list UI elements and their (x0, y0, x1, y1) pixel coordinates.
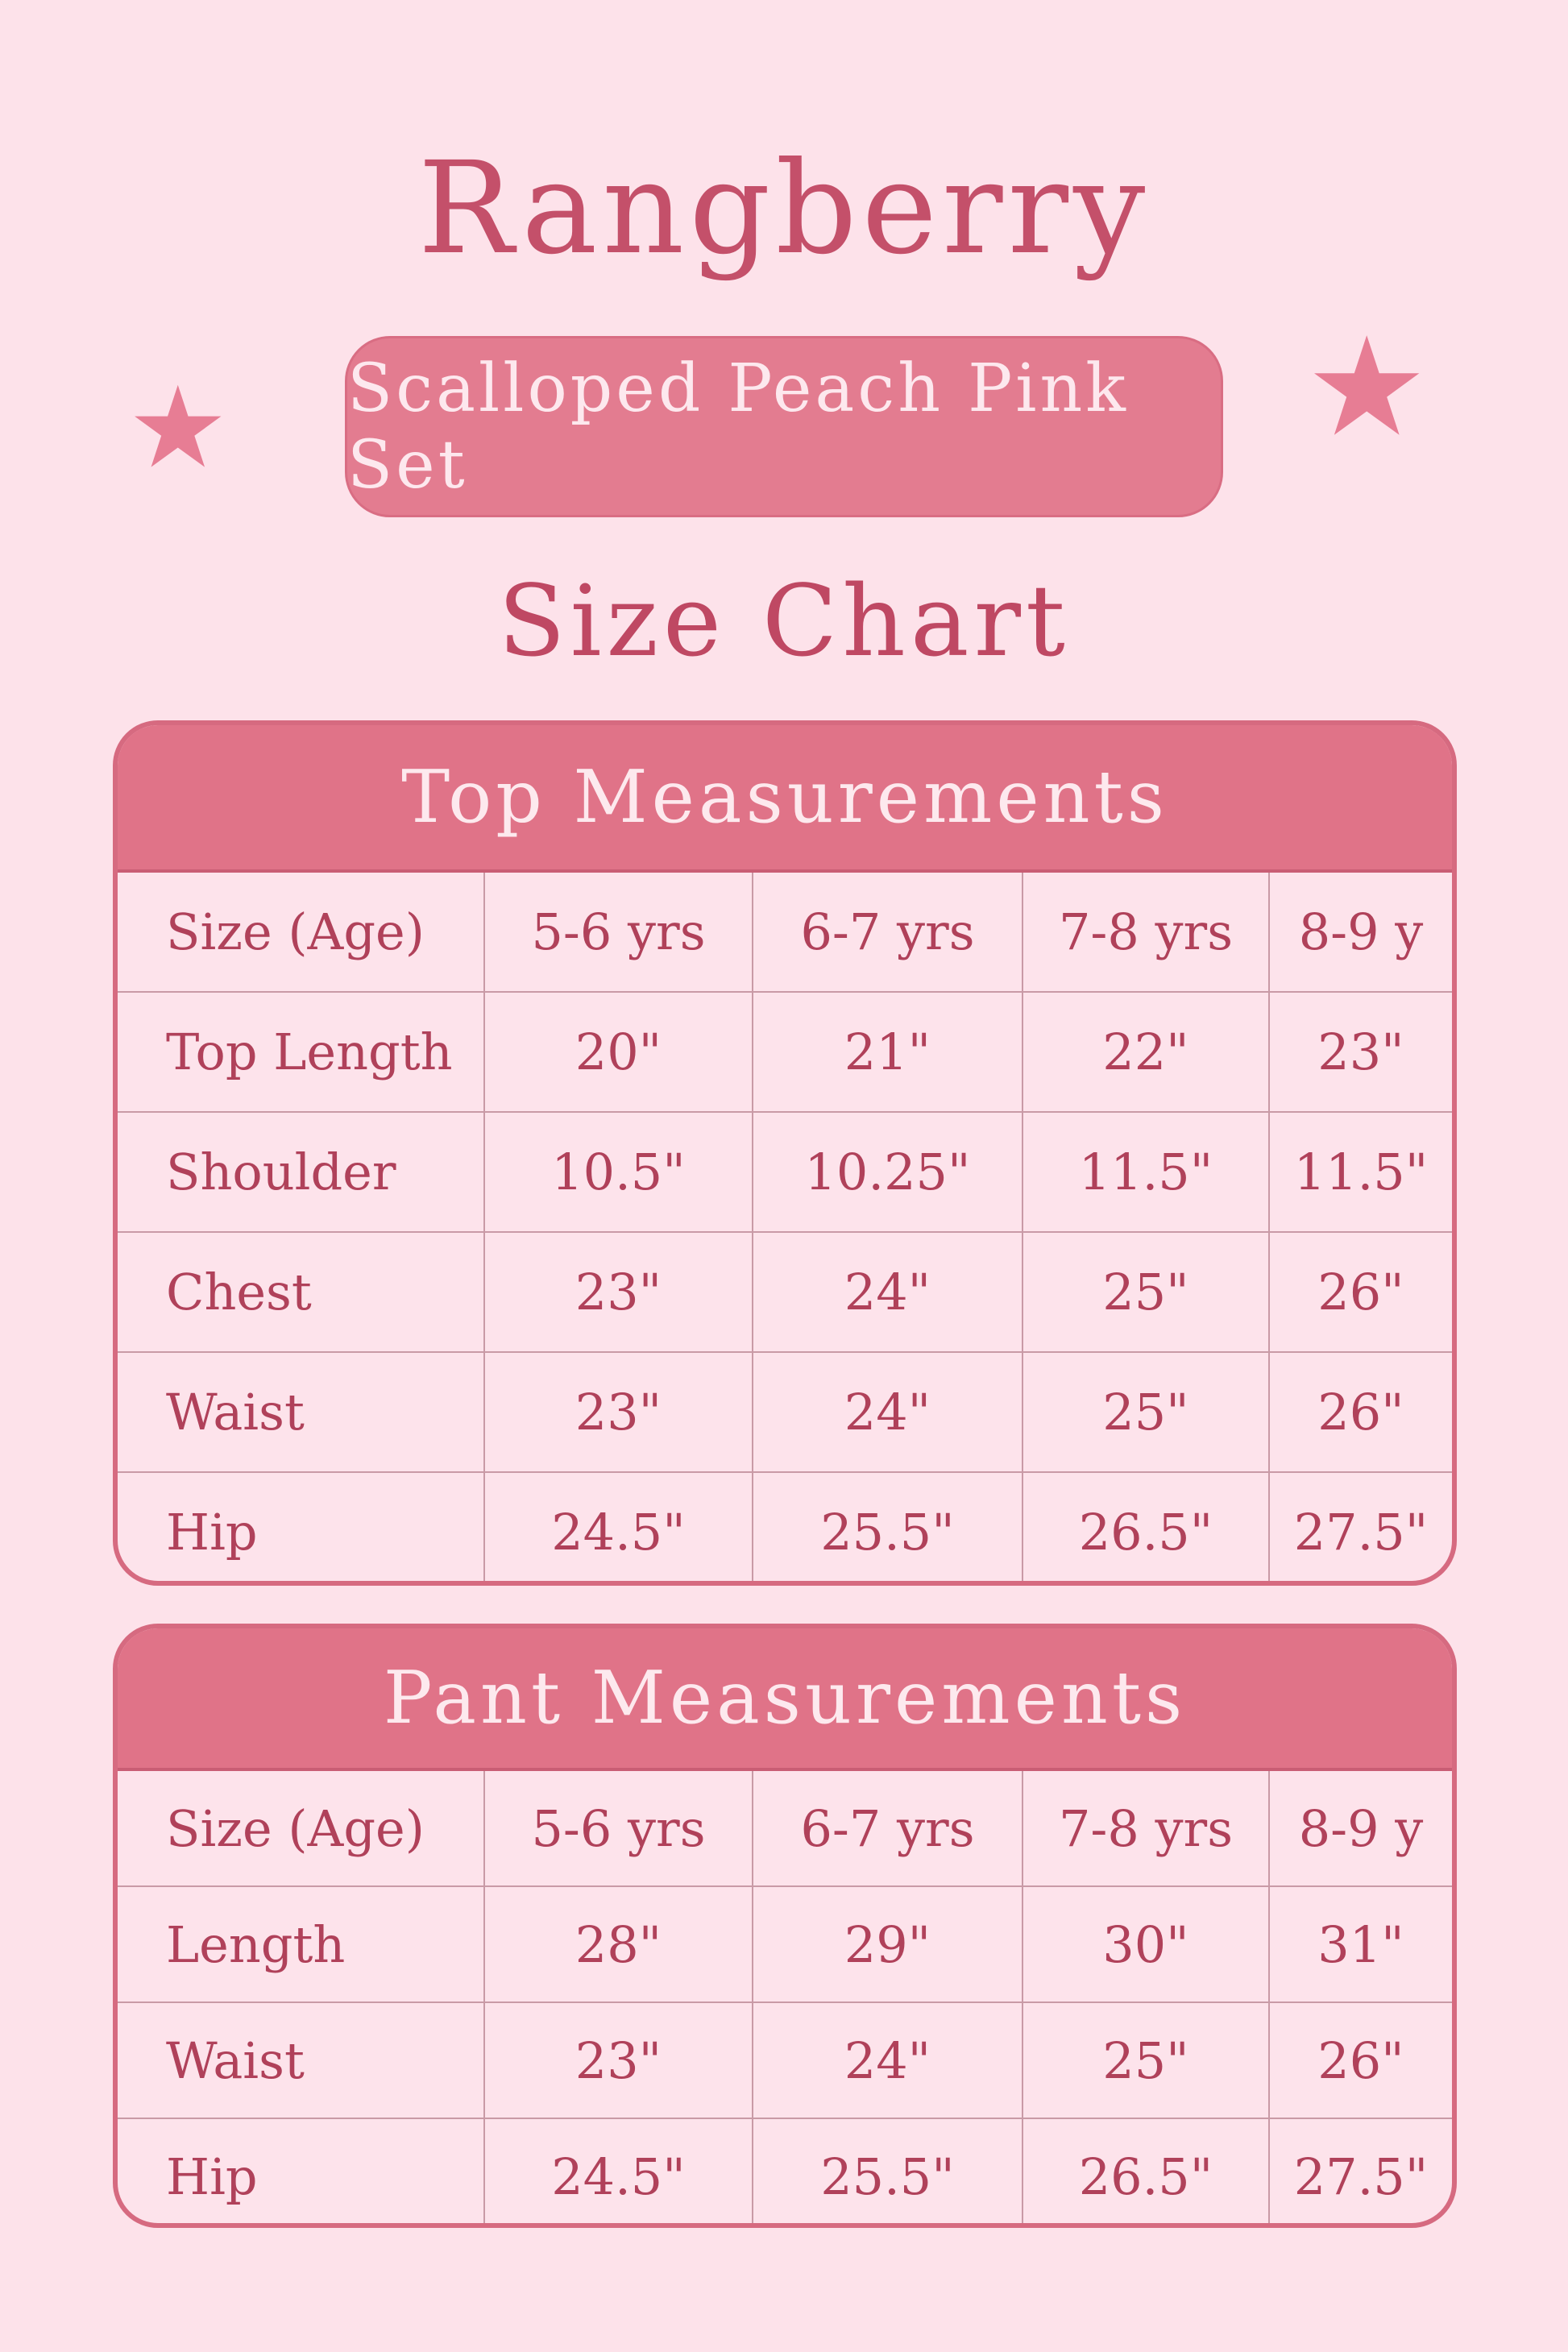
table-cell: 23" (1317, 1023, 1404, 1081)
table-title: Pant Measurements (118, 1628, 1452, 1771)
row-label: Chest (118, 1233, 485, 1351)
row-label: Size (Age) (118, 1771, 485, 1885)
pant-measurements-table: Pant Measurements Size (Age) 5-6 yrs 6-7 y… (113, 1624, 1457, 2228)
table-cell: 26.5" (1023, 2119, 1270, 2223)
table-cell: 22" (1023, 993, 1270, 1111)
table-cell: 25" (1023, 1353, 1270, 1471)
table-cell: 28" (485, 1887, 753, 2001)
table-row: Waist 23" 24" 25" 26" (118, 1353, 1452, 1473)
table-cell: 10.5" (485, 1113, 753, 1231)
table-cell: 24.5" (485, 1473, 753, 1581)
column-header: 7-8 yrs (1023, 1771, 1270, 1885)
column-header: 6-7 yrs (753, 1771, 1023, 1885)
row-label: Waist (118, 2003, 485, 2118)
table-header-row: Size (Age) 5-6 yrs 6-7 yrs 7-8 yrs 8-9 y (118, 873, 1452, 993)
row-label: Length (118, 1887, 485, 2001)
product-name: Scalloped Peach Pink Set (347, 350, 1129, 504)
table-row: Chest 23" 24" 25" 26" (118, 1233, 1452, 1353)
table-cell: 27.5" (1293, 2147, 1429, 2206)
table-cell: 31" (1317, 1914, 1404, 1974)
table-cell: 25.5" (753, 1473, 1023, 1581)
top-measurements-table: Top Measurements Size (Age) 5-6 yrs 6-7 yr… (113, 720, 1457, 1586)
column-header: 8-9 y (1298, 1798, 1424, 1858)
table-cell: 23" (485, 1233, 753, 1351)
table-cell: 29" (753, 1887, 1023, 2001)
table-cell: 26" (1317, 1263, 1404, 1321)
table-cell: 24" (753, 1233, 1023, 1351)
table-cell: 25" (1023, 1233, 1270, 1351)
table-cell: 11.5" (1293, 1143, 1429, 1201)
column-header: 5-6 yrs (485, 873, 753, 991)
table-row: Length 28" 29" 30" 31" (118, 1887, 1452, 2003)
row-label: Waist (118, 1353, 485, 1471)
column-header: 5-6 yrs (485, 1771, 753, 1885)
table-row: Hip 24.5" 25.5" 26.5" 27.5" (118, 2119, 1452, 2223)
table-cell: 26" (1317, 2031, 1404, 2090)
table-row: Top Length 20" 21" 22" 23" (118, 993, 1452, 1113)
row-label: Top Length (118, 993, 485, 1111)
table-header-row: Size (Age) 5-6 yrs 6-7 yrs 7-8 yrs 8-9 y (118, 1771, 1452, 1887)
page-title: Size Chart (498, 564, 1070, 678)
column-header: 6-7 yrs (753, 873, 1023, 991)
table-title: Top Measurements (118, 725, 1452, 873)
table-cell: 20" (485, 993, 753, 1111)
table-cell: 23" (485, 1353, 753, 1471)
star-icon: ★ (127, 363, 229, 494)
table-row: Shoulder 10.5" 10.25" 11.5" 11.5" (118, 1113, 1452, 1233)
table-cell: 26" (1317, 1383, 1404, 1441)
table-cell: 24" (753, 2003, 1023, 2118)
table-cell: 27.5" (1293, 1503, 1429, 1562)
table-cell: 30" (1023, 1887, 1270, 2001)
row-label: Shoulder (118, 1113, 485, 1231)
table-cell: 24" (753, 1353, 1023, 1471)
table-cell: 25.5" (753, 2119, 1023, 2223)
table-row: Hip 24.5" 25.5" 26.5" 27.5" (118, 1473, 1452, 1581)
table-cell: 23" (485, 2003, 753, 2118)
row-label: Hip (118, 2119, 485, 2223)
table-cell: 24.5" (485, 2119, 753, 2223)
brand-logo-text: Rangberry (417, 135, 1151, 283)
column-header: 8-9 y (1298, 902, 1424, 961)
product-name-badge: Scalloped Peach Pink Set (345, 336, 1223, 517)
table-cell: 11.5" (1023, 1113, 1270, 1231)
row-label: Hip (118, 1473, 485, 1581)
table-cell: 26.5" (1023, 1473, 1270, 1581)
row-label: Size (Age) (118, 873, 485, 991)
table-cell: 25" (1023, 2003, 1270, 2118)
table-row: Waist 23" 24" 25" 26" (118, 2003, 1452, 2119)
table-cell: 10.25" (753, 1113, 1023, 1231)
column-header: 7-8 yrs (1023, 873, 1270, 991)
star-icon: ★ (1305, 308, 1429, 467)
table-cell: 21" (753, 993, 1023, 1111)
